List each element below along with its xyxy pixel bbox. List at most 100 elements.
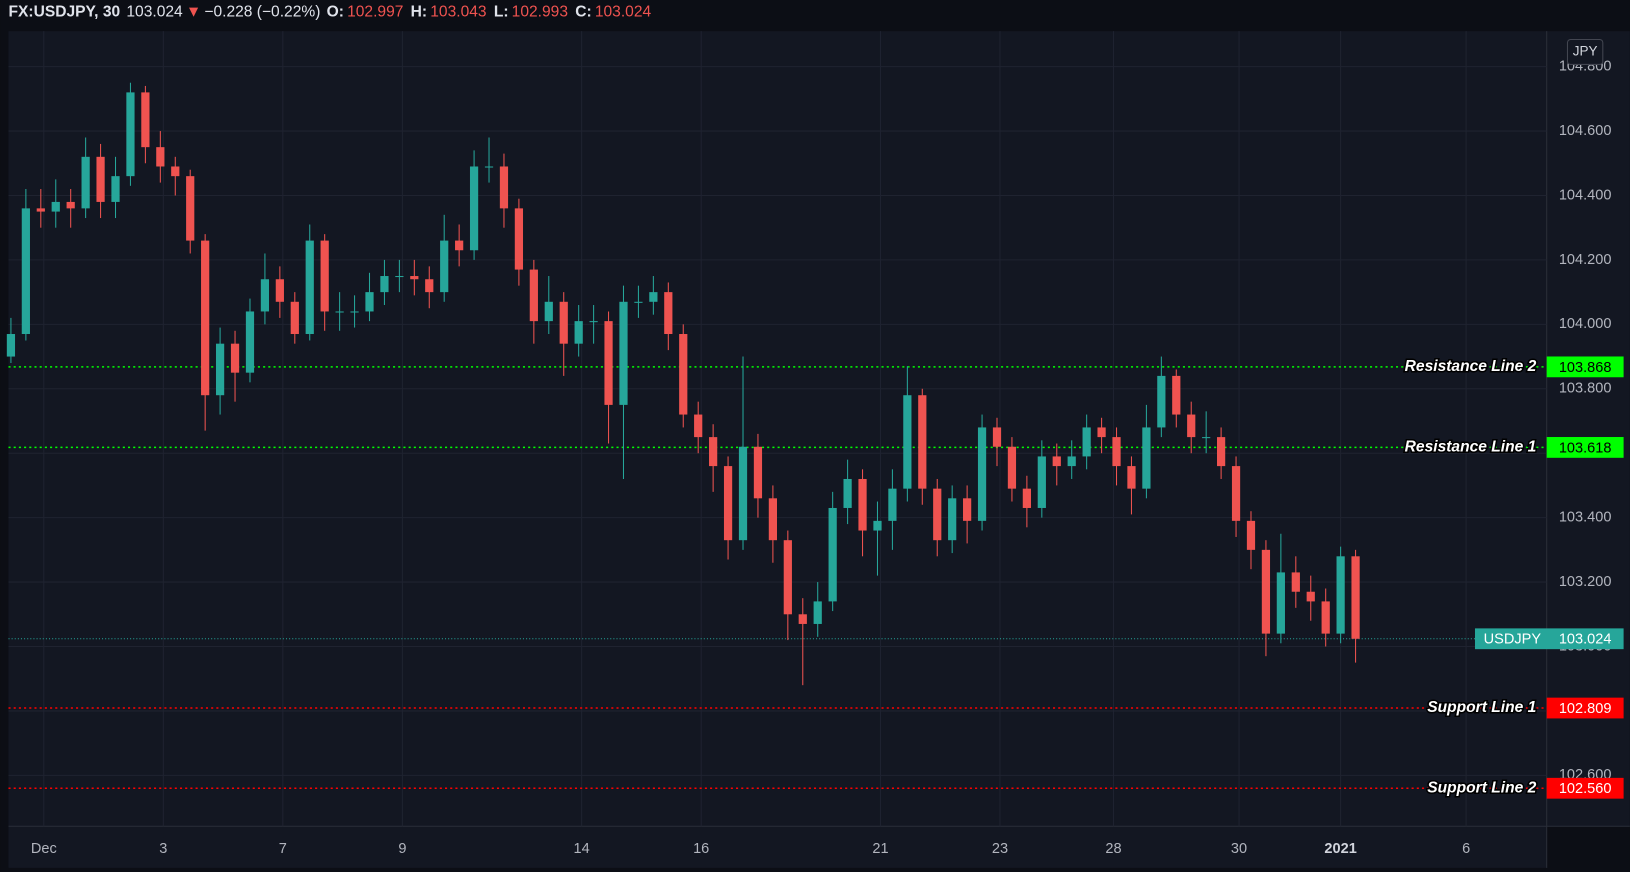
candle-body	[335, 311, 344, 313]
header: FX:USDJPY, 30 103.024 ▼ −0.228 (−0.22%) O: 1…	[8, 4, 651, 21]
candle-body	[634, 301, 643, 303]
candle-body	[1142, 427, 1151, 489]
candle-body	[171, 166, 180, 177]
candle-body	[1321, 601, 1330, 634]
level-name: Support Line 2	[1427, 779, 1536, 796]
candle-body	[1097, 427, 1106, 438]
candle-body	[395, 276, 404, 278]
direction: ▼	[186, 4, 201, 21]
candle-body	[544, 301, 553, 322]
y-tick-label: 104.600	[1559, 123, 1612, 139]
x-tick-label: 21	[872, 841, 888, 857]
grid	[8, 31, 1547, 827]
candle-body	[723, 466, 733, 541]
candle-body	[1052, 456, 1061, 467]
y-tick-label: 103.400	[1559, 509, 1612, 525]
ohlc-value: 102.993	[512, 4, 568, 21]
candle-body	[1276, 572, 1285, 634]
candle-body	[245, 311, 255, 373]
candle-body	[858, 478, 867, 531]
candle-body	[873, 520, 882, 531]
currency: JPY	[1573, 44, 1598, 59]
currency-box[interactable]	[1566, 38, 1604, 65]
ohlc-label: O:	[327, 4, 344, 21]
candle-body	[425, 279, 434, 293]
last-price-tag	[1474, 628, 1624, 650]
candle-body	[1216, 437, 1226, 467]
candle-body	[469, 166, 479, 251]
candle-body	[96, 156, 105, 202]
tags: Resistance Line 2 103.868 Resistance Line …	[1403, 356, 1624, 799]
candle-body	[888, 488, 897, 521]
candle-body	[992, 427, 1002, 447]
candle-body	[903, 395, 912, 489]
candle-body	[21, 208, 30, 335]
level-name: Resistance Line 1	[1405, 439, 1537, 456]
x-tick-label: 2021	[1324, 841, 1356, 857]
level-tag	[1546, 777, 1624, 799]
candle-body	[81, 156, 90, 209]
y-tick-label: 104.200	[1559, 252, 1612, 268]
candle-body	[963, 498, 972, 521]
candle-body	[948, 498, 957, 541]
candle-body	[141, 92, 150, 148]
candle-body	[230, 343, 240, 373]
candles	[6, 82, 1360, 686]
candle-body	[1037, 456, 1046, 508]
candle-body	[679, 334, 688, 415]
candle-body	[305, 240, 314, 335]
candle-body	[843, 478, 852, 508]
candle-body	[813, 601, 822, 624]
candle-body	[66, 201, 75, 209]
candle-body	[201, 240, 210, 396]
x-tick-label: Dec	[31, 841, 57, 857]
x-tick-label: 30	[1231, 841, 1247, 857]
candle-body	[36, 208, 45, 212]
level-tag	[1546, 697, 1624, 719]
ohlc-label: C:	[575, 4, 591, 21]
candle-body	[574, 321, 583, 344]
candle-body	[604, 321, 613, 405]
candle-body	[215, 343, 225, 396]
candle-body	[1127, 466, 1136, 489]
candle-body	[1351, 556, 1360, 639]
candle-body	[1261, 549, 1271, 634]
candle-body	[589, 321, 598, 323]
candle-body	[783, 540, 792, 615]
candle-body	[380, 276, 389, 293]
ohlc-value: 103.043	[430, 4, 486, 21]
x-tick-label: 6	[1462, 841, 1470, 857]
candle-body	[1082, 427, 1091, 457]
candle-body	[320, 240, 329, 312]
candle-body	[410, 276, 419, 280]
level-value: 103.868	[1559, 360, 1612, 376]
x-tick-label: 7	[279, 841, 287, 857]
candle-body	[828, 507, 837, 602]
x-tick-label: 28	[1105, 841, 1121, 857]
candle-body	[1231, 466, 1241, 521]
candle-body	[1246, 520, 1256, 550]
candle-body	[977, 427, 987, 521]
level-value: 102.809	[1559, 701, 1612, 717]
last-symbol: USDJPY	[1484, 632, 1542, 648]
candle-body	[1336, 556, 1345, 634]
candle-body	[484, 166, 494, 168]
candle-body	[738, 446, 748, 541]
ohlc-value: 103.024	[595, 4, 652, 21]
candle-body	[709, 437, 718, 467]
y-tick-label: 103.200	[1559, 574, 1612, 590]
levels	[8, 366, 1547, 789]
candle-body	[111, 176, 120, 202]
candle-body	[768, 498, 778, 541]
candle-body	[126, 92, 135, 177]
candle-body	[290, 301, 299, 335]
level-value: 103.618	[1559, 440, 1612, 456]
ohlc-label: H:	[411, 4, 427, 21]
level-tag	[1546, 356, 1624, 378]
x-tick-label: 16	[693, 841, 709, 857]
candle-body	[1306, 591, 1315, 602]
candle-body	[1157, 375, 1166, 428]
candle-body	[1172, 375, 1181, 415]
level-name: Resistance Line 2	[1405, 358, 1537, 375]
